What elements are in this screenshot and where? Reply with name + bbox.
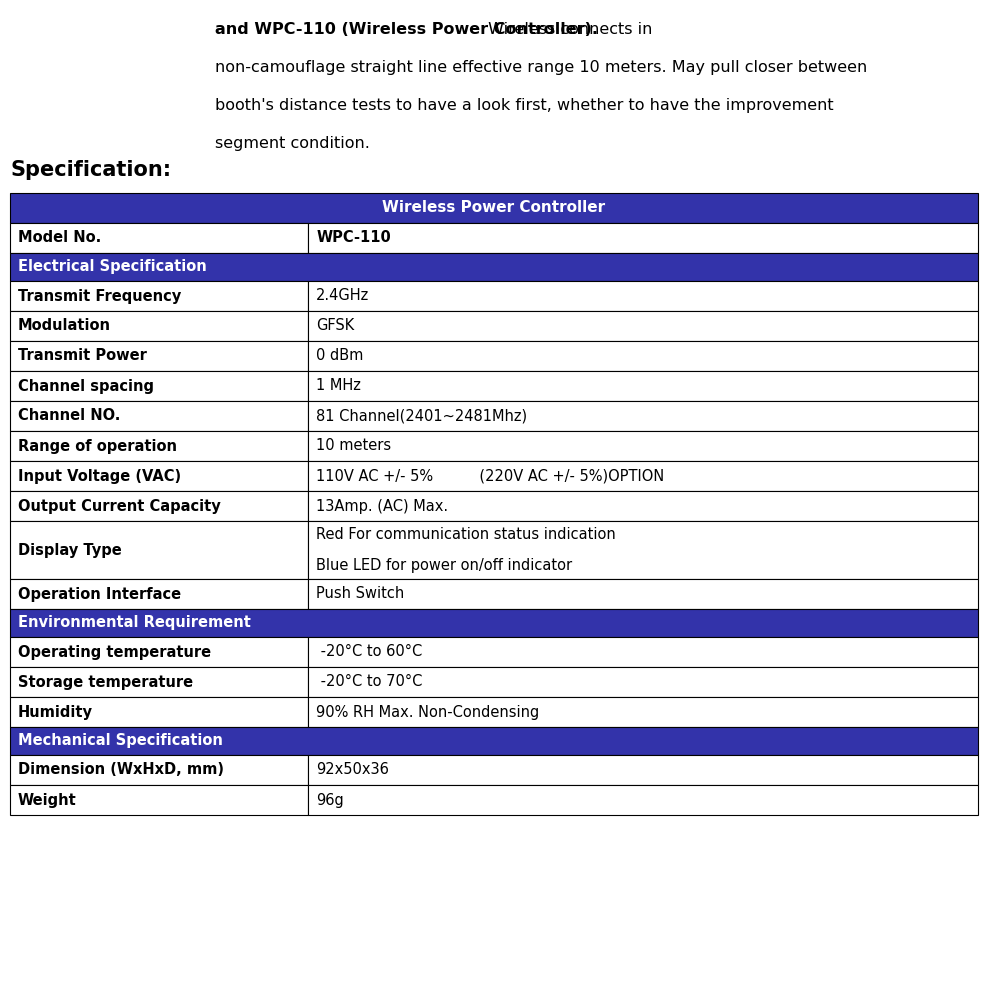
Text: Mechanical Specification: Mechanical Specification [18, 734, 223, 748]
Text: Operation Interface: Operation Interface [18, 587, 181, 601]
Bar [309, 755, 978, 785]
Bar [309, 697, 978, 727]
Text: 92x50x36: 92x50x36 [316, 762, 389, 778]
Text: Operating temperature: Operating temperature [18, 645, 211, 660]
Bar [309, 341, 978, 371]
Bar [309, 785, 978, 815]
Bar [10, 311, 309, 341]
Bar [10, 461, 309, 491]
Text: Wireless Power Controller: Wireless Power Controller [383, 200, 605, 216]
Text: WPC-110: WPC-110 [316, 231, 391, 246]
Text: Specification:: Specification: [10, 160, 171, 180]
Text: Range of operation: Range of operation [18, 439, 177, 454]
Text: Display Type: Display Type [18, 542, 122, 557]
Bar [309, 223, 978, 253]
Bar [10, 667, 309, 697]
Text: Storage temperature: Storage temperature [18, 674, 193, 689]
Text: GFSK: GFSK [316, 318, 354, 333]
Bar [10, 431, 309, 461]
Bar [309, 281, 978, 311]
Bar [10, 579, 309, 609]
Bar [10, 401, 309, 431]
Text: 110V AC +/- 5%          (220V AC +/- 5%)OPTION: 110V AC +/- 5% (220V AC +/- 5%)OPTION [316, 468, 665, 483]
Text: 90% RH Max. Non-Condensing: 90% RH Max. Non-Condensing [316, 705, 539, 720]
Text: Electrical Specification: Electrical Specification [18, 259, 207, 274]
Bar [10, 341, 309, 371]
Bar [10, 491, 309, 521]
Bar [10, 609, 978, 637]
Text: -20°C to 70°C: -20°C to 70°C [316, 674, 422, 689]
Text: Input Voltage (VAC): Input Voltage (VAC) [18, 468, 181, 483]
Bar [309, 461, 978, 491]
Text: 0 dBm: 0 dBm [316, 348, 364, 364]
Bar [10, 785, 309, 815]
Text: Humidity: Humidity [18, 705, 93, 720]
Text: Weight: Weight [18, 793, 77, 808]
Text: 81 Channel(2401~2481Mhz): 81 Channel(2401~2481Mhz) [316, 408, 527, 424]
Text: 2.4GHz: 2.4GHz [316, 289, 370, 304]
Bar [10, 727, 978, 755]
Bar [309, 371, 978, 401]
Text: Transmit Power: Transmit Power [18, 348, 147, 364]
Bar [309, 401, 978, 431]
Text: and WPC-110 (Wireless Power Controller).: and WPC-110 (Wireless Power Controller). [215, 22, 598, 37]
Text: Red For communication status indication: Red For communication status indication [316, 527, 616, 542]
Text: -20°C to 60°C: -20°C to 60°C [316, 645, 422, 660]
Text: 96g: 96g [316, 793, 344, 808]
Text: Wireless connects in: Wireless connects in [483, 22, 653, 37]
Text: Dimension (WxHxD, mm): Dimension (WxHxD, mm) [18, 762, 224, 778]
Text: Transmit Frequency: Transmit Frequency [18, 289, 181, 304]
Text: Blue LED for power on/off indicator: Blue LED for power on/off indicator [316, 558, 573, 573]
Text: Push Switch: Push Switch [316, 587, 405, 601]
Text: Model No.: Model No. [18, 231, 101, 246]
Bar [10, 223, 309, 253]
Bar [309, 311, 978, 341]
Bar [10, 371, 309, 401]
Text: booth's distance tests to have a look first, whether to have the improvement: booth's distance tests to have a look fi… [215, 98, 834, 113]
Bar [309, 491, 978, 521]
Text: non-camouflage straight line effective range 10 meters. May pull closer between: non-camouflage straight line effective r… [215, 60, 867, 75]
Bar [10, 521, 309, 579]
Text: segment condition.: segment condition. [215, 136, 370, 151]
Bar [309, 579, 978, 609]
Text: 13Amp. (AC) Max.: 13Amp. (AC) Max. [316, 499, 448, 514]
Text: Output Current Capacity: Output Current Capacity [18, 499, 221, 514]
Bar [309, 637, 978, 667]
Text: Channel spacing: Channel spacing [18, 379, 154, 393]
Bar [309, 667, 978, 697]
Bar [10, 253, 978, 281]
Bar [10, 281, 309, 311]
Text: Environmental Requirement: Environmental Requirement [18, 615, 251, 630]
Bar [309, 521, 978, 579]
Text: 10 meters: 10 meters [316, 439, 392, 454]
Bar [309, 431, 978, 461]
Bar [10, 637, 309, 667]
Text: Channel NO.: Channel NO. [18, 408, 121, 424]
Bar [10, 755, 309, 785]
Bar [10, 193, 978, 223]
Text: Modulation: Modulation [18, 318, 111, 333]
Text: 1 MHz: 1 MHz [316, 379, 361, 393]
Bar [10, 697, 309, 727]
